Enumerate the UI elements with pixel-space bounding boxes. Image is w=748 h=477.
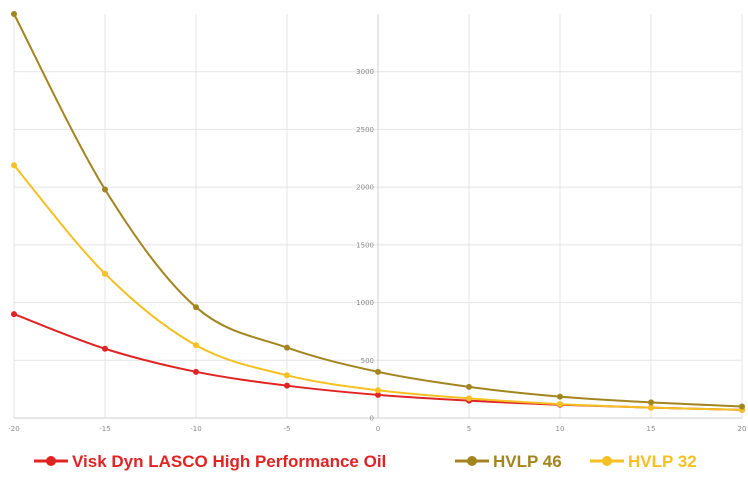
- x-tick-label: -15: [99, 425, 110, 433]
- data-point: [284, 382, 290, 389]
- y-tick-label: 2500: [356, 126, 374, 134]
- legend-marker: [46, 456, 56, 466]
- x-tick-label: 15: [647, 425, 656, 433]
- legend-item: Visk Dyn LASCO High Performance Oil: [34, 452, 386, 471]
- data-point: [193, 342, 199, 349]
- data-point: [466, 395, 472, 402]
- data-point: [284, 344, 290, 351]
- y-axis-ticks: 0 500 1000 1500 2000 2500 3000: [356, 68, 374, 422]
- x-tick-label: -10: [190, 425, 201, 433]
- x-tick-label: -5: [284, 425, 291, 433]
- grid: [13, 14, 743, 419]
- y-tick-label: 2000: [356, 184, 374, 192]
- data-point: [648, 404, 654, 411]
- x-tick-label: 5: [467, 425, 471, 433]
- legend-label: HVLP 46: [493, 452, 562, 471]
- series-hvlp-32: [11, 162, 745, 413]
- data-point: [11, 162, 17, 169]
- legend-label: Visk Dyn LASCO High Performance Oil: [72, 452, 386, 471]
- data-point: [466, 383, 472, 390]
- x-tick-label: 10: [556, 425, 565, 433]
- data-point: [557, 393, 563, 400]
- data-point: [375, 391, 381, 398]
- x-tick-label: 20: [738, 425, 747, 433]
- y-tick-label: 3000: [356, 68, 374, 76]
- data-point: [102, 186, 108, 193]
- data-point: [102, 345, 108, 352]
- y-tick-label: 500: [361, 357, 374, 365]
- y-tick-label: 0: [370, 415, 374, 423]
- legend-marker: [467, 456, 477, 466]
- series-layer: [11, 11, 745, 413]
- data-point: [648, 399, 654, 406]
- data-point: [193, 304, 199, 311]
- x-axis-ticks: -20 -15 -10 -5 0 5 10 15 20: [8, 425, 746, 433]
- data-point: [11, 11, 17, 17]
- x-tick-label: 0: [376, 425, 380, 433]
- data-point: [375, 387, 381, 394]
- y-tick-label: 1500: [356, 241, 374, 249]
- legend-label: HVLP 32: [628, 452, 697, 471]
- legend-item: HVLP 46: [455, 452, 562, 471]
- data-point: [11, 311, 17, 318]
- data-point: [193, 368, 199, 375]
- legend-item: HVLP 32: [590, 452, 697, 471]
- data-point: [284, 372, 290, 379]
- series-hvlp-46: [11, 11, 745, 410]
- data-point: [375, 368, 381, 375]
- x-tick-label: -20: [8, 425, 19, 433]
- data-point: [557, 401, 563, 408]
- legend: Visk Dyn LASCO High Performance Oil HVLP …: [34, 452, 697, 471]
- y-tick-label: 1000: [356, 299, 374, 307]
- data-point: [739, 403, 745, 410]
- data-point: [102, 270, 108, 277]
- series-line: [13, 164, 743, 411]
- legend-marker: [602, 456, 612, 466]
